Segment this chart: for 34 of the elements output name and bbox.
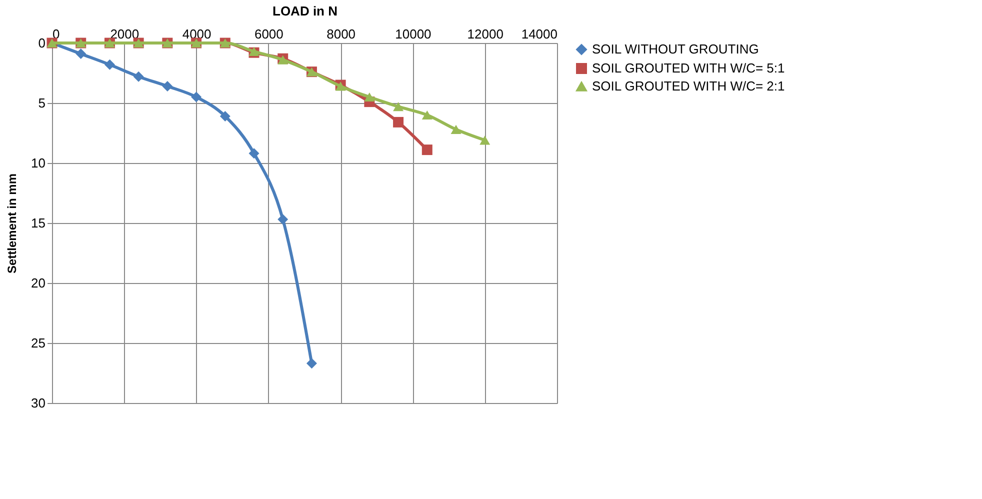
legend-label: SOIL GROUTED WITH W/C= 2:1 bbox=[592, 78, 785, 94]
y-tick-label: 15 bbox=[31, 216, 46, 230]
point bbox=[422, 144, 432, 156]
x-tick-label: 6000 bbox=[254, 26, 284, 42]
x-tick-label: 8000 bbox=[326, 26, 356, 42]
legend-label: SOIL WITHOUT GROUTING bbox=[592, 42, 759, 56]
point bbox=[480, 136, 490, 145]
x-tick-label: 4000 bbox=[182, 26, 212, 42]
x-tick-label: 14000 bbox=[521, 26, 558, 42]
y-tick-label: 20 bbox=[31, 276, 46, 290]
point bbox=[393, 116, 404, 128]
x-axis-title: LOAD in N bbox=[272, 4, 338, 18]
point bbox=[422, 110, 432, 120]
point bbox=[248, 148, 260, 159]
point bbox=[104, 59, 115, 70]
x-tick-label: 2000 bbox=[110, 26, 140, 42]
point bbox=[364, 92, 375, 102]
point bbox=[162, 80, 173, 92]
x-tick-label: 10000 bbox=[395, 26, 432, 42]
y-axis-title: Settlement in mm bbox=[5, 173, 20, 274]
y-tick-label: 5 bbox=[38, 96, 46, 110]
y-tick-label: 25 bbox=[31, 336, 46, 350]
point bbox=[76, 48, 86, 60]
point bbox=[393, 102, 404, 112]
point bbox=[306, 358, 317, 369]
point bbox=[133, 71, 144, 82]
point bbox=[450, 124, 462, 134]
y-tick-label: 10 bbox=[31, 156, 46, 170]
point bbox=[278, 214, 288, 225]
x-tick-label: 12000 bbox=[467, 26, 504, 42]
point bbox=[191, 92, 202, 102]
legend-label: SOIL GROUTED WITH W/C= 5:1 bbox=[592, 60, 785, 76]
point bbox=[220, 110, 230, 122]
y-tick-label: 30 bbox=[31, 396, 46, 410]
